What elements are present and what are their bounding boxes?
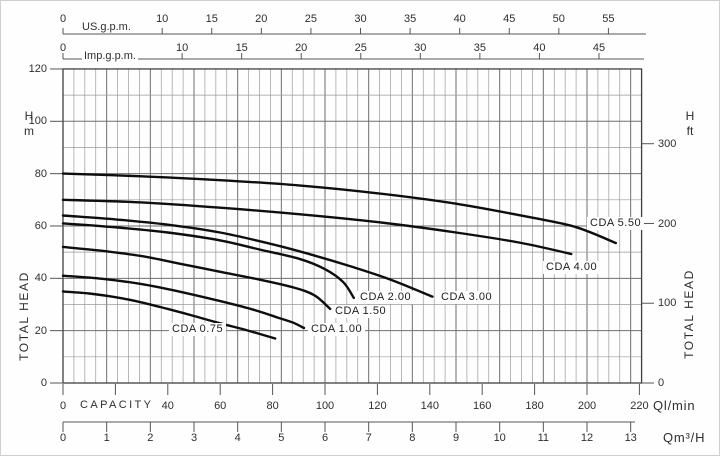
lmin-tick-label: 0 — [59, 400, 67, 412]
curve-label: CDA 2.00 — [357, 291, 415, 304]
lmin-tick-label: 220 — [630, 400, 649, 412]
us-gpm-tick-label: 45 — [503, 13, 516, 25]
imp-gpm-tick-label: 15 — [235, 42, 248, 54]
m3h-tick-label: 3 — [190, 432, 198, 444]
head-unit-left: m — [24, 124, 34, 138]
head-ft-tick-label: 0 — [658, 377, 665, 389]
head-ft-tick-label: 200 — [658, 217, 677, 230]
lmin-tick-label: 100 — [315, 400, 335, 412]
us-gpm-axis-label: US.g.p.m. — [80, 21, 133, 33]
curve-cda-4.00 — [61, 198, 573, 256]
head-m-tick-label: 0 — [40, 377, 47, 389]
curve-cda-1.00 — [61, 274, 306, 330]
m3h-tick-label: 7 — [365, 432, 372, 444]
lmin-tick-label: 180 — [525, 400, 544, 412]
head-ft-tick-label: 100 — [658, 297, 677, 310]
us-gpm-tick-label: 40 — [453, 13, 466, 25]
lmin-tick-label: 40 — [161, 400, 174, 412]
m3h-tick-label: 1 — [103, 432, 110, 444]
m3h-tick-label: 8 — [409, 432, 416, 444]
m3h-unit-label: Qm³/H — [663, 430, 706, 445]
head-m-tick-label: 20 — [34, 324, 47, 337]
y-axis-title-left: TOTAL HEAD — [17, 271, 31, 361]
us-gpm-tick-label: 55 — [602, 13, 615, 25]
m3h-tick-label: 2 — [147, 432, 154, 444]
imp-gpm-tick-label: 25 — [354, 42, 367, 54]
curve-label: CDA 5.50 — [587, 217, 645, 230]
m3h-tick-label: 0 — [59, 432, 67, 444]
m3h-tick-label: 11 — [537, 432, 550, 444]
capacity-axis-label: CAPACITY — [80, 399, 154, 411]
m3h-tick-label: 6 — [321, 432, 329, 444]
us-gpm-tick-label: 15 — [205, 13, 218, 25]
m3h-tick-label: 10 — [493, 432, 506, 444]
us-gpm-tick-label: 35 — [403, 13, 417, 25]
lmin-tick-label: 140 — [420, 400, 439, 412]
us-gpm-tick-label: 20 — [255, 13, 268, 25]
head-ft-tick-label: 300 — [658, 137, 677, 150]
imp-gpm-tick-label: 10 — [175, 42, 189, 54]
lmin-tick-label: 200 — [577, 400, 597, 412]
m3h-tick-label: 9 — [452, 432, 460, 444]
curve-label: CDA 1.50 — [332, 305, 390, 318]
lmin-tick-label: 80 — [266, 400, 279, 412]
imp-gpm-tick-label: 0 — [59, 42, 67, 54]
us-gpm-tick-label: 50 — [552, 13, 565, 25]
imp-gpm-tick-label: 35 — [473, 42, 487, 54]
imp-gpm-tick-label: 40 — [533, 42, 546, 54]
y-axis-title-right: TOTAL HEAD — [682, 269, 696, 359]
curve-label: CDA 1.00 — [308, 323, 366, 336]
curve-cda-3.00 — [61, 214, 434, 298]
y-axis-unit-left: H m — [16, 109, 42, 139]
head-m-tick-label: 120 — [28, 63, 47, 75]
head-m-tick-label: 100 — [28, 115, 47, 128]
imp-gpm-tick-label: 20 — [295, 42, 308, 54]
head-m-tick-label: 60 — [34, 220, 47, 232]
head-m-tick-label: 40 — [34, 272, 47, 285]
us-gpm-tick-label: 10 — [156, 13, 169, 25]
head-symbol-left: H — [24, 109, 34, 123]
curve-cda-5.50 — [61, 172, 617, 245]
lmin-tick-label: 60 — [214, 400, 227, 412]
curve-label: CDA 0.75 — [169, 323, 227, 336]
head-unit-right: ft — [686, 124, 694, 138]
imp-gpm-tick-label: 45 — [592, 42, 606, 54]
lmin-tick-label: 120 — [368, 400, 387, 412]
head-m-tick-label: 80 — [34, 167, 47, 180]
head-symbol-right: H — [685, 109, 695, 123]
us-gpm-tick-label: 25 — [304, 13, 318, 25]
m3h-tick-label: 13 — [624, 432, 637, 444]
lmin-unit-label: Ql/min — [653, 398, 696, 413]
y-axis-unit-right: H ft — [677, 109, 703, 139]
imp-gpm-tick-label: 30 — [414, 42, 427, 54]
m3h-tick-label: 12 — [580, 432, 594, 444]
us-gpm-tick-label: 30 — [354, 13, 367, 25]
lmin-tick-label: 160 — [473, 400, 492, 412]
m3h-tick-label: 5 — [278, 432, 285, 444]
curve-cda-1.50 — [61, 245, 332, 311]
curve-cda-2.00 — [61, 222, 355, 300]
imp-gpm-axis-label: Imp.g.p.m. — [82, 50, 138, 62]
curve-label: CDA 3.00 — [438, 291, 496, 304]
curve-cda-0.75 — [61, 290, 277, 340]
curve-label: CDA 4.00 — [543, 261, 601, 274]
m3h-tick-label: 4 — [234, 432, 241, 444]
us-gpm-tick-label: 0 — [59, 13, 67, 25]
